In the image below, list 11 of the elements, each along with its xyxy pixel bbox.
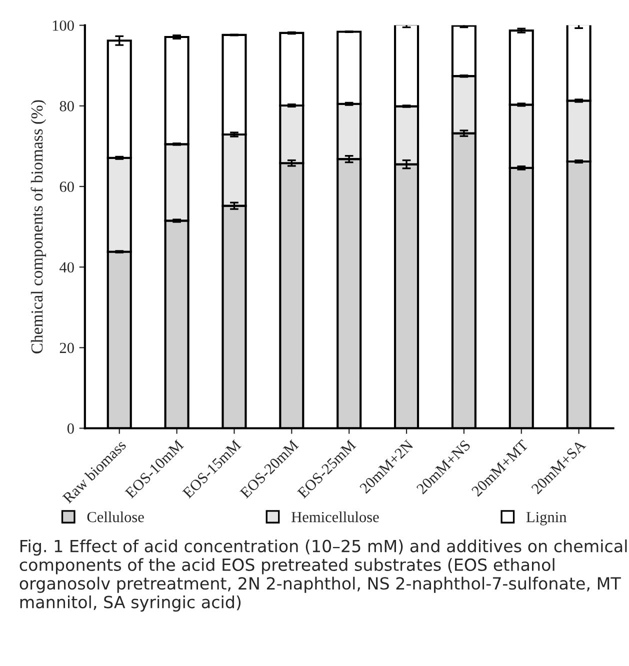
caption: Fig. 1 Effect of acid concentration (10–25 mM) and additives on chemical components of the acid EOS pretreated substrates (EOS ethanol organosolv pretreatment, 2N 2-naphthol, NS 2-naphthol-7-sulfonate, MT mannitol, SA syringic acid) — [20, 539, 627, 612]
y-tick-label: 100 — [52, 20, 74, 31]
y-tick-label: 20 — [60, 342, 74, 354]
y-axis-title: Chemical components of biomass (%) — [30, 100, 46, 354]
y-tick-label: 80 — [60, 101, 74, 112]
y-tick-label: 40 — [60, 262, 74, 273]
legend-label: Hemicellulose — [292, 511, 379, 522]
y-tick-label: 0 — [67, 423, 74, 434]
legend-label: Cellulose — [87, 511, 144, 522]
y-tick-label: 60 — [60, 182, 74, 192]
legend-label: Lignin — [526, 512, 567, 526]
